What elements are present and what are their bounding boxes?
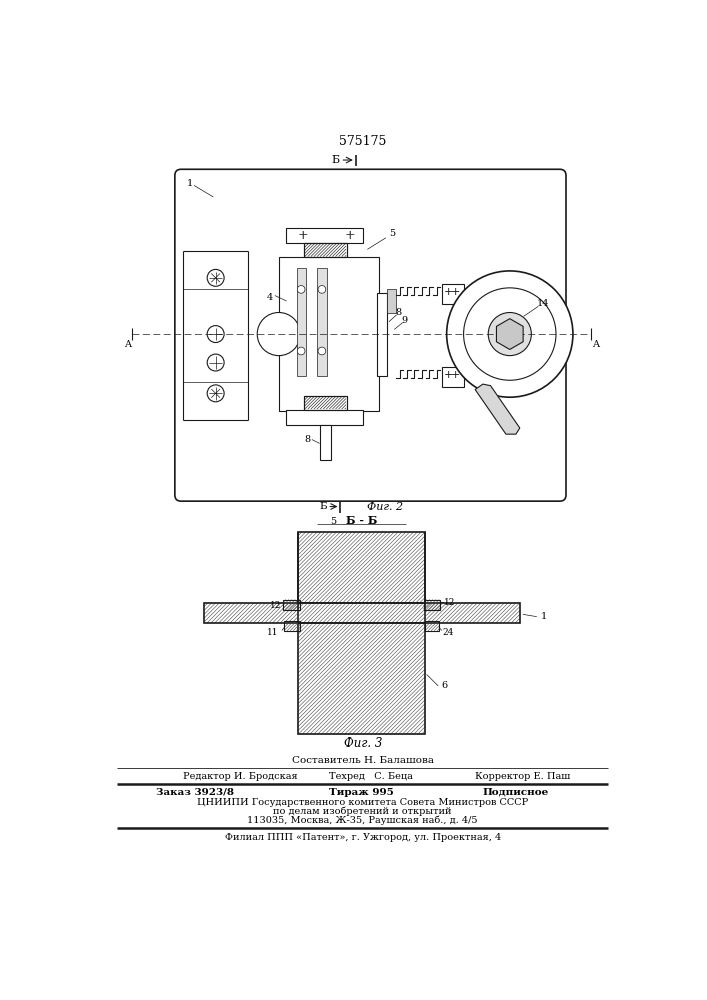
Text: Б: Б <box>320 502 327 511</box>
Circle shape <box>257 312 300 356</box>
Text: 8: 8 <box>304 435 310 444</box>
Text: 14: 14 <box>537 299 549 308</box>
Bar <box>425 621 439 631</box>
Circle shape <box>297 347 305 355</box>
Bar <box>284 621 300 631</box>
Bar <box>305 244 346 256</box>
FancyBboxPatch shape <box>175 169 566 501</box>
Bar <box>423 600 440 610</box>
Bar <box>378 293 387 376</box>
Text: +: + <box>298 229 308 242</box>
Bar <box>304 243 346 257</box>
Text: A: A <box>124 340 131 349</box>
Bar <box>283 600 300 610</box>
Bar <box>298 603 425 623</box>
Circle shape <box>297 286 305 293</box>
Bar <box>286 228 363 243</box>
Text: 1: 1 <box>187 179 194 188</box>
Bar <box>305 396 346 409</box>
Text: 4: 4 <box>267 293 274 302</box>
Text: +: + <box>443 287 453 297</box>
Bar <box>298 623 425 734</box>
Bar <box>304 396 346 410</box>
Bar <box>204 603 520 623</box>
Text: +: + <box>451 287 460 297</box>
Text: 1: 1 <box>541 612 547 621</box>
Text: 113035, Москва, Ж-35, Раушская наб., д. 4/5: 113035, Москва, Ж-35, Раушская наб., д. … <box>247 816 478 825</box>
Text: 24: 24 <box>443 628 454 637</box>
Bar <box>304 243 346 257</box>
Text: 575175: 575175 <box>339 135 387 148</box>
Circle shape <box>318 347 326 355</box>
Text: Тираж 995: Тираж 995 <box>329 788 394 797</box>
Circle shape <box>489 312 532 356</box>
Text: Фиг. 2: Фиг. 2 <box>368 502 404 512</box>
Text: +: + <box>451 370 460 380</box>
Text: A: A <box>592 340 600 349</box>
Text: Составитель Н. Балашова: Составитель Н. Балашова <box>292 756 433 765</box>
Text: +: + <box>344 229 355 242</box>
Circle shape <box>207 326 224 343</box>
Text: Б: Б <box>331 155 339 165</box>
Bar <box>304 396 346 410</box>
Bar <box>320 425 331 460</box>
Text: Техред   С. Беца: Техред С. Беца <box>329 772 413 781</box>
Text: 12: 12 <box>444 598 456 607</box>
Circle shape <box>207 385 224 402</box>
Bar <box>387 289 396 312</box>
Bar <box>204 603 520 623</box>
Bar <box>298 532 425 603</box>
Text: Корректор Е. Паш: Корректор Е. Паш <box>475 772 571 781</box>
Circle shape <box>207 269 224 286</box>
Bar <box>298 532 425 603</box>
Text: 12: 12 <box>270 601 281 610</box>
Text: Филиал ППП «Патент», г. Ужгород, ул. Проектная, 4: Филиал ППП «Патент», г. Ужгород, ул. Про… <box>225 833 501 842</box>
Bar <box>284 621 300 631</box>
Circle shape <box>464 288 556 380</box>
Polygon shape <box>475 384 520 434</box>
Text: по делам изобретений и открытий: по делам изобретений и открытий <box>274 807 452 816</box>
Text: 9: 9 <box>402 316 407 325</box>
Bar <box>442 367 464 387</box>
Text: 6: 6 <box>441 681 448 690</box>
Text: 5: 5 <box>330 517 337 526</box>
Bar <box>296 268 305 376</box>
Bar <box>298 623 425 734</box>
Text: 8: 8 <box>395 308 401 317</box>
Text: +: + <box>443 370 453 380</box>
Bar <box>423 600 440 610</box>
Text: Редактор И. Бродская: Редактор И. Бродская <box>182 772 297 781</box>
Circle shape <box>318 286 326 293</box>
Text: 5: 5 <box>389 229 395 238</box>
Polygon shape <box>496 319 523 349</box>
Circle shape <box>207 354 224 371</box>
Text: ЦНИИПИ Государственного комитета Совета Министров СССР: ЦНИИПИ Государственного комитета Совета … <box>197 798 528 807</box>
Text: Заказ 3923/8: Заказ 3923/8 <box>156 788 233 797</box>
Bar <box>317 268 327 376</box>
Bar <box>442 284 464 304</box>
Text: 11: 11 <box>267 628 279 637</box>
Bar <box>425 621 439 631</box>
Circle shape <box>447 271 573 397</box>
Bar <box>286 410 363 425</box>
Bar <box>279 257 379 411</box>
Text: Подписное: Подписное <box>483 788 549 797</box>
Text: Фиг. 3: Фиг. 3 <box>344 737 382 750</box>
Bar <box>283 600 300 610</box>
Text: Б - Б: Б - Б <box>346 515 378 526</box>
